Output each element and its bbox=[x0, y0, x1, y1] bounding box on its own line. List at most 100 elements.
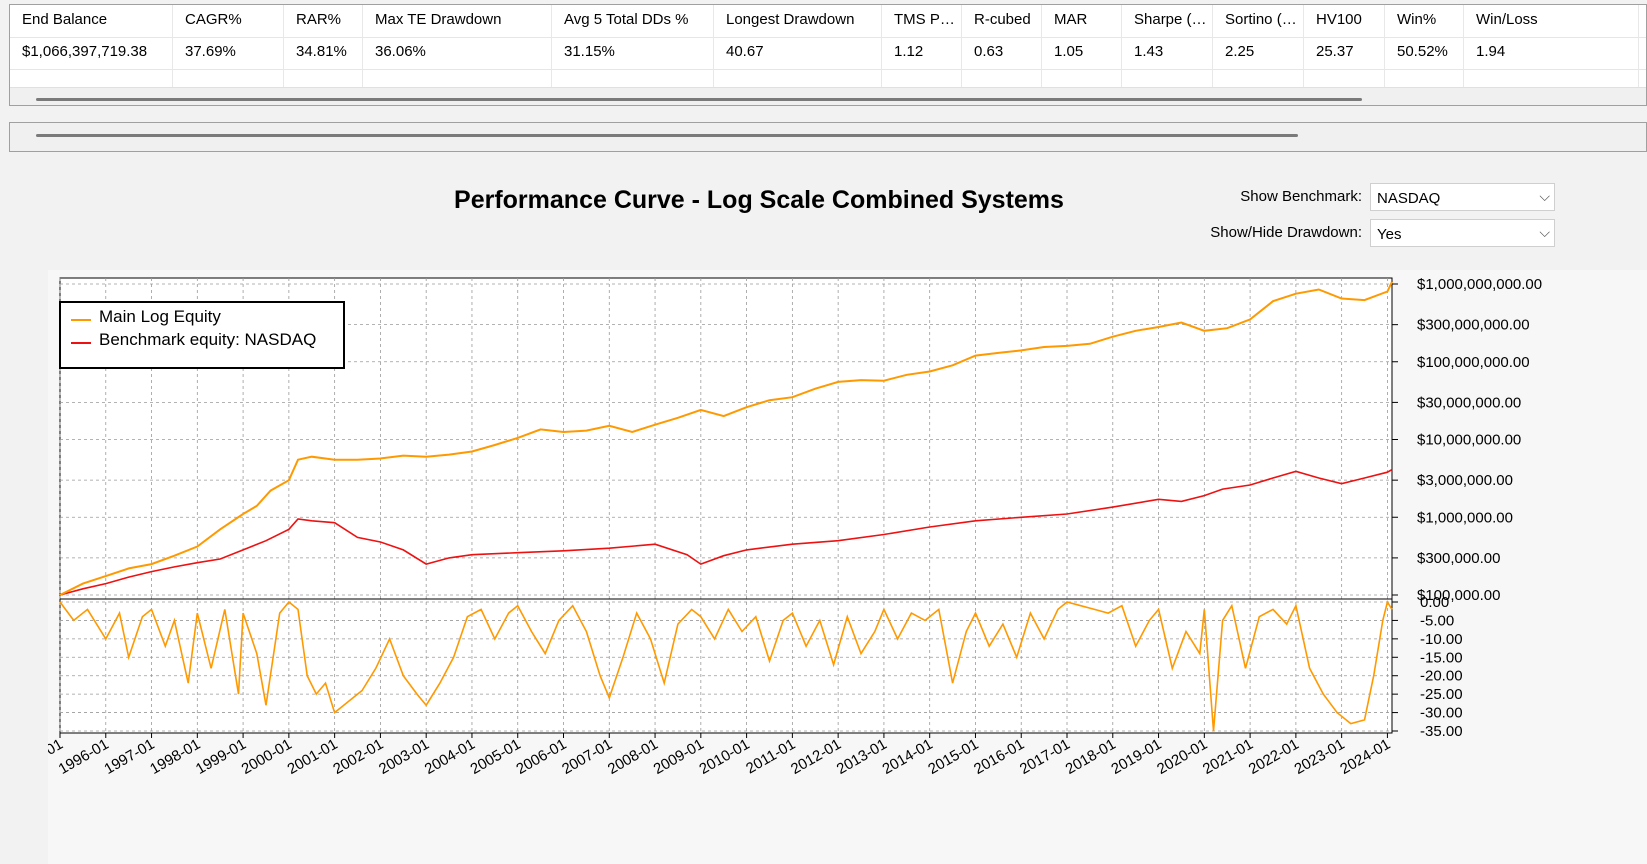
x-axis-tick-label: 2005-01 bbox=[468, 736, 524, 778]
chart-canvas: $1,000,000,000.00 $300,000,000.00 $100,000… bbox=[48, 276, 1542, 778]
stats-column: CAGR% 37.69% bbox=[173, 5, 284, 87]
y-axis-tick-label: $300,000.00 bbox=[1417, 550, 1500, 567]
stats-column-value: 31.15% bbox=[564, 43, 615, 60]
stats-column-value: $1,066,397,719.38 bbox=[22, 43, 148, 60]
x-axis-tick-label: 2003-01 bbox=[376, 736, 432, 778]
legend-swatch-equity bbox=[71, 319, 91, 321]
x-axis-tick-label: 2013-01 bbox=[834, 736, 890, 778]
stats-column: End Balance $1,066,397,719.38 bbox=[10, 5, 173, 87]
stats-column: Avg 5 Total DDs % 31.15% bbox=[552, 5, 714, 87]
stats-column: Win% 50.52% bbox=[1385, 5, 1464, 87]
x-axis-tick-label: 2018-01 bbox=[1063, 736, 1119, 778]
chart-legend: Main Log Equity Benchmark equity: NASDAQ bbox=[59, 301, 345, 369]
x-axis-tick-label: 2001-01 bbox=[284, 736, 340, 778]
dd-axis-tick-label: -10.00 bbox=[1420, 631, 1463, 648]
x-axis-tick-label: 1999-01 bbox=[193, 736, 249, 778]
x-axis-tick-label: 2024-01 bbox=[1337, 736, 1393, 778]
x-axis-tick-label: 2002-01 bbox=[330, 736, 386, 778]
stats-column: TMS Pe... 1.12 bbox=[882, 5, 962, 87]
x-axis-tick-label: 2016-01 bbox=[971, 736, 1027, 778]
stats-column: Sharpe (R... 1.43 bbox=[1122, 5, 1213, 87]
x-axis-tick-label: 2020-01 bbox=[1154, 736, 1210, 778]
stats-column-value: 1.94 bbox=[1476, 43, 1506, 60]
stats-column-header[interactable]: R-cubed bbox=[974, 11, 1031, 28]
stats-column-header[interactable]: TMS Pe... bbox=[894, 11, 956, 28]
stats-grid-body: End Balance $1,066,397,719.38 CAGR% 37.69% R… bbox=[10, 5, 1646, 87]
show-hide-drawdown-label: Show/Hide Drawdown: bbox=[1210, 224, 1362, 241]
stats-column: RAR% 34.81% bbox=[284, 5, 363, 87]
stats-column-header[interactable]: Sharpe (R... bbox=[1134, 11, 1207, 28]
stats-column-header[interactable]: MAR bbox=[1054, 11, 1088, 28]
y-axis-tick-label: $3,000,000.00 bbox=[1417, 472, 1513, 489]
stats-horizontal-scrollbar[interactable] bbox=[36, 98, 1362, 101]
stats-column-header[interactable]: Win% bbox=[1397, 11, 1437, 28]
x-axis-tick-label: 2011-01 bbox=[743, 736, 798, 778]
dd-axis-tick-label: -5.00 bbox=[1420, 612, 1454, 629]
dd-axis-tick-label: -20.00 bbox=[1420, 668, 1463, 685]
grid-row-separator bbox=[10, 37, 1646, 38]
dd-axis-tick-label: -35.00 bbox=[1420, 723, 1463, 740]
performance-chart[interactable]: $1,000,000,000.00 $300,000,000.00 $100,000… bbox=[48, 270, 1647, 864]
stats-grid-footer bbox=[10, 87, 1646, 105]
chart-title: Performance Curve - Log Scale Combined S… bbox=[454, 186, 1064, 214]
x-axis-tick-label: 1998-01 bbox=[147, 736, 203, 778]
stats-column-value: 0.63 bbox=[974, 43, 1004, 60]
stats-column-value: 1.12 bbox=[894, 43, 924, 60]
dd-axis-tick-label: -25.00 bbox=[1420, 686, 1463, 703]
stats-column: Longest Drawdown 40.67 bbox=[714, 5, 882, 87]
dd-axis-tick-label: -15.00 bbox=[1420, 649, 1463, 666]
x-axis-tick-label: 2007-01 bbox=[559, 736, 615, 778]
drawdown-line bbox=[59, 599, 1393, 732]
show-hide-drawdown-select[interactable]: Yes ⌵ bbox=[1370, 219, 1555, 247]
y-axis-tick-label: $300,000,000.00 bbox=[1417, 317, 1530, 334]
stats-column-header[interactable]: End Balance bbox=[22, 11, 108, 28]
dd-axis-tick-label: 0.00 bbox=[1420, 594, 1449, 611]
show-benchmark-label: Show Benchmark: bbox=[1240, 188, 1362, 205]
x-axis-tick-label: 2008-01 bbox=[605, 736, 661, 778]
stats-column: R-cubed 0.63 bbox=[962, 5, 1042, 87]
chevron-down-icon: ⌵ bbox=[1539, 224, 1550, 240]
stats-column-header[interactable]: RAR% bbox=[296, 11, 342, 28]
y-axis-tick-label: $30,000,000.00 bbox=[1417, 394, 1521, 411]
x-axis-tick-label: 2017-01 bbox=[1017, 736, 1073, 778]
secondary-panel bbox=[9, 122, 1647, 152]
stats-column: Win/Loss 1.94 bbox=[1464, 5, 1639, 87]
x-axis-tick-label: 1996-01 bbox=[56, 736, 112, 778]
legend-swatch-benchmark bbox=[71, 342, 91, 344]
stats-grid[interactable]: End Balance $1,066,397,719.38 CAGR% 37.69% R… bbox=[9, 4, 1647, 106]
secondary-horizontal-scrollbar[interactable] bbox=[36, 134, 1298, 137]
stats-column-value: 25.37 bbox=[1316, 43, 1354, 60]
stats-column-header[interactable]: Max TE Drawdown bbox=[375, 11, 502, 28]
stats-column-header[interactable]: HV100 bbox=[1316, 11, 1362, 28]
x-axis-tick-label: 2000-01 bbox=[239, 736, 295, 778]
stats-column-value: 37.69% bbox=[185, 43, 236, 60]
main-log-equity-line bbox=[59, 281, 1393, 596]
show-benchmark-select[interactable]: NASDAQ ⌵ bbox=[1370, 183, 1555, 211]
x-axis-tick-label: 2009-01 bbox=[651, 736, 707, 778]
x-axis-tick-label: 2021-01 bbox=[1200, 736, 1256, 778]
x-axis-tick-label: 2015-01 bbox=[925, 736, 981, 778]
x-axis-tick-label: 2012-01 bbox=[788, 736, 844, 778]
y-axis-tick-label: $1,000,000.00 bbox=[1417, 509, 1513, 526]
stats-column-value: 50.52% bbox=[1397, 43, 1448, 60]
x-axis-tick-label: 2023-01 bbox=[1291, 736, 1347, 778]
stats-column-header[interactable]: Avg 5 Total DDs % bbox=[564, 11, 689, 28]
stats-column: Max TE Drawdown 36.06% bbox=[363, 5, 552, 87]
x-axis-tick-label: 2019-01 bbox=[1108, 736, 1164, 778]
y-axis-tick-label: $10,000,000.00 bbox=[1417, 432, 1521, 449]
x-axis-tick-label: -01 bbox=[48, 736, 66, 762]
y-axis-tick-label: $100,000,000.00 bbox=[1417, 354, 1530, 371]
stats-column-header[interactable]: Sortino (R... bbox=[1225, 11, 1298, 28]
y-axis-tick-label: $1,000,000,000.00 bbox=[1417, 276, 1542, 293]
show-hide-drawdown-value: Yes bbox=[1377, 226, 1402, 243]
stats-column-header[interactable]: CAGR% bbox=[185, 11, 242, 28]
stats-column-header[interactable]: Longest Drawdown bbox=[726, 11, 855, 28]
stats-column: MAR 1.05 bbox=[1042, 5, 1122, 87]
stats-column-value: 1.43 bbox=[1134, 43, 1164, 60]
stats-column-value: 34.81% bbox=[296, 43, 347, 60]
stats-column-value: 2.25 bbox=[1225, 43, 1255, 60]
x-axis-tick-label: 2022-01 bbox=[1246, 736, 1302, 778]
stats-column-header[interactable]: Win/Loss bbox=[1476, 11, 1538, 28]
stats-column: Sortino (R... 2.25 bbox=[1213, 5, 1304, 87]
benchmark-equity-line bbox=[59, 468, 1393, 596]
